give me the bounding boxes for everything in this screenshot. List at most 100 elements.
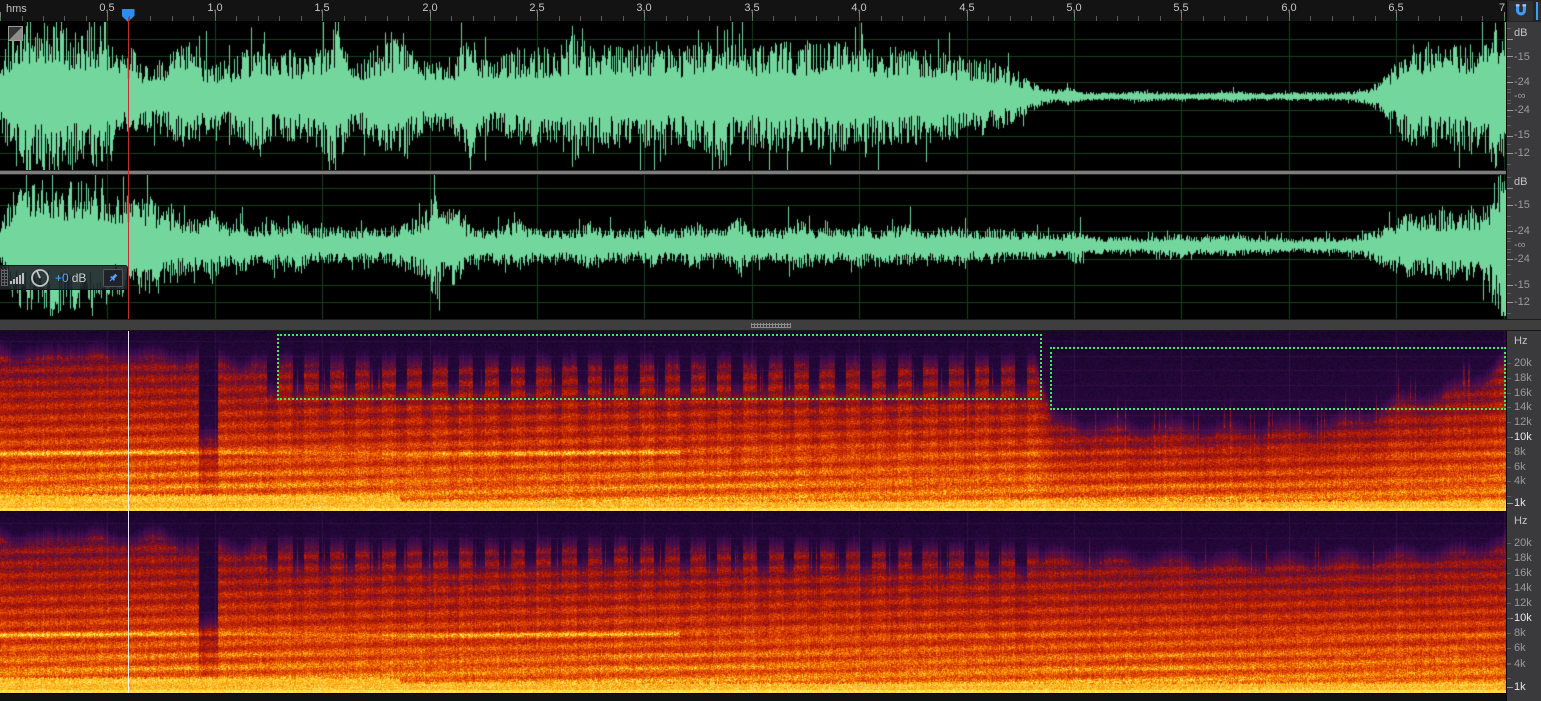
hz-label: Hz [1514, 515, 1528, 527]
panel-splitter[interactable] [0, 319, 1541, 331]
scale-tick [1507, 603, 1511, 604]
ruler-tick [150, 16, 152, 21]
ruler-tick [988, 16, 990, 21]
ruler-tick [1095, 16, 1097, 21]
db-label: -15 [1514, 279, 1530, 291]
waveform-channel-left[interactable] [0, 22, 1506, 170]
hz-label: 1k [1514, 497, 1526, 509]
ruler-tick [751, 12, 753, 21]
timeline-tick-label: 3,0 [636, 2, 652, 14]
hz-label: Hz [1514, 335, 1528, 347]
scale-tick [1507, 273, 1511, 275]
playhead-line-waveform [128, 22, 129, 319]
scale-tick [1507, 28, 1511, 30]
scale-tick [1507, 633, 1511, 634]
ruler-tick [1224, 16, 1226, 21]
scale-tick [1507, 496, 1511, 498]
timeline-tick-label: 5,0 [1066, 2, 1082, 14]
ruler-tick [1202, 16, 1204, 21]
scale-tick [1507, 39, 1513, 40]
hz-label: 12k [1514, 416, 1532, 428]
spectrogram-channel-right[interactable] [0, 512, 1506, 693]
scale-tick [1507, 252, 1511, 254]
scale-tick [1507, 241, 1511, 243]
ruler-tick [193, 16, 195, 21]
ruler-tick [859, 12, 861, 21]
timeline-tick-label: 5,5 [1173, 2, 1189, 14]
scale-tick [1507, 177, 1511, 179]
splitter-grip[interactable] [750, 323, 791, 328]
ruler-tick [43, 16, 44, 21]
channel-divider-handle[interactable] [0, 170, 1506, 175]
scale-tick [1507, 88, 1511, 90]
ruler-tick [279, 16, 281, 21]
ruler-tick [429, 12, 431, 21]
hz-scale[interactable]: Hz 20k 18k 16k 14k 12k 10k 8k 6k 4k 1k Hz 20k 18k 16k 1… [1506, 331, 1541, 701]
display-mode-icon[interactable] [8, 26, 23, 41]
playhead-marker[interactable] [121, 9, 135, 22]
timeline-tick-label: 6,5 [1388, 2, 1404, 14]
ruler-tick [837, 16, 839, 21]
pin-button[interactable] [103, 269, 123, 287]
ruler-tick [386, 16, 388, 21]
waveform-display[interactable]: +0 dB [0, 22, 1506, 319]
hud-drag-handle[interactable] [1, 269, 8, 286]
pin-icon [109, 273, 118, 282]
level-meter-icon [10, 272, 24, 284]
scale-tick [1507, 466, 1511, 468]
ruler-tick [794, 16, 796, 21]
ruler-tick [0, 12, 1, 21]
timeline-tick-label: 1,5 [314, 2, 330, 14]
scale-tick [1507, 136, 1513, 137]
scale-tick [1507, 663, 1511, 664]
ruler-tick [365, 16, 367, 21]
scale-tick [1507, 302, 1513, 303]
scale-tick [1507, 216, 1511, 218]
hz-label: 4k [1514, 475, 1526, 487]
snap-button[interactable] [1509, 1, 1533, 21]
ruler-tick [1009, 16, 1011, 21]
spectral-selection-1[interactable] [277, 334, 1042, 400]
volume-knob-icon[interactable] [30, 268, 50, 288]
timeline-tick-label: 4,0 [851, 2, 867, 14]
db-scale[interactable]: dB -15 -24 -∞ -24 -15 -12 dB -15 -24 -∞ -24 -15 -12 [1506, 22, 1541, 319]
ruler-tick [1181, 12, 1183, 21]
ruler-tick [687, 16, 689, 21]
hz-label: 14k [1514, 401, 1532, 413]
scale-tick [1507, 664, 1511, 665]
ruler-tick [708, 16, 710, 21]
spectrogram-channel-left[interactable] [0, 331, 1506, 511]
ruler-tick [537, 12, 538, 21]
scale-tick [1507, 103, 1511, 105]
scale-tick [1507, 124, 1511, 126]
spectrogram-display[interactable] [0, 331, 1506, 693]
scale-tick [1507, 67, 1511, 69]
clipped-tool-icon[interactable] [1536, 2, 1541, 20]
ruler-tick [1288, 12, 1290, 21]
ruler-tick [622, 16, 624, 21]
ruler-tick [1374, 16, 1376, 21]
db-label: -15 [1514, 51, 1530, 63]
spectral-selection-2[interactable] [1050, 347, 1506, 410]
scale-tick [1507, 678, 1511, 679]
db-label: -24 [1514, 104, 1530, 116]
scale-tick [1507, 687, 1513, 688]
db-label: -15 [1514, 199, 1530, 211]
timeline-ruler[interactable]: hms 0,5 1,0 1,5 2,0 2,5 3,0 3,5 4,0 4,5 5,0 5,5 6,0… [0, 0, 1506, 22]
scale-tick [1507, 48, 1511, 49]
waveform-channel-right[interactable] [0, 175, 1506, 319]
db-label: -12 [1514, 296, 1530, 308]
timeline-tick-label: 3,5 [744, 2, 760, 14]
hz-label: 20k [1514, 357, 1532, 369]
ruler-tick [322, 12, 324, 21]
ruler-tick [128, 16, 130, 21]
hud-volume-control[interactable]: +0 dB [0, 265, 128, 290]
ruler-tick [1482, 16, 1484, 21]
ruler-tick [1031, 16, 1032, 21]
ruler-tick [236, 16, 238, 21]
scale-tick [1507, 81, 1513, 83]
timeline-tick-label: 6,0 [1281, 2, 1297, 14]
hz-label: 18k [1514, 372, 1532, 384]
scale-tick [1507, 197, 1511, 198]
